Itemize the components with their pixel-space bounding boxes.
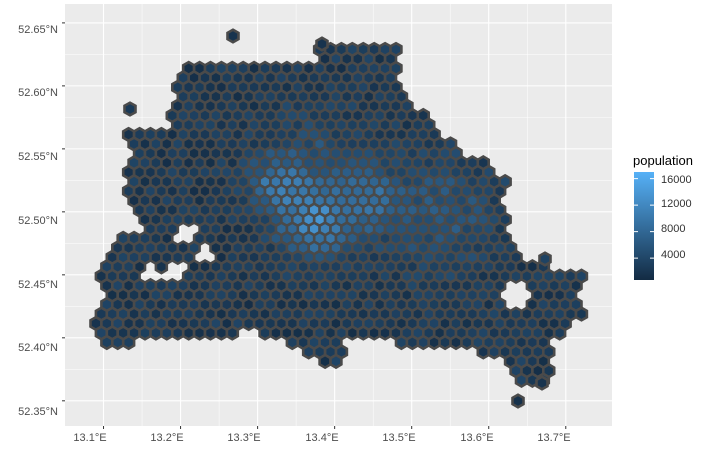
hex-cell — [226, 28, 240, 44]
hex-cell — [394, 334, 409, 351]
hex-cell — [154, 259, 169, 275]
hex-cell — [535, 375, 549, 391]
y-axis: 52.35°N 52.40°N 52.45°N 52.50°N 52.55°N … — [18, 24, 58, 418]
hex-cell — [449, 334, 463, 351]
x-tick-label: 13.2°E — [150, 432, 183, 444]
hex-cell — [285, 334, 300, 351]
hex-cell — [538, 251, 552, 267]
hex-cell — [511, 393, 525, 409]
hex-cell — [318, 353, 332, 370]
hex-cell — [181, 211, 196, 228]
y-tick-label: 52.40°N — [18, 342, 58, 354]
hex-cell — [378, 325, 392, 341]
legend-label: 4000 — [661, 249, 685, 261]
y-tick-label: 52.35°N — [18, 406, 58, 418]
legend-title: population — [633, 153, 693, 168]
legend: population 16000 12000 8000 4000 — [633, 153, 693, 280]
hex-cell — [315, 36, 329, 52]
hex-cell — [111, 334, 125, 351]
y-tick-label: 52.65°N — [18, 24, 58, 36]
hex-cell — [438, 334, 452, 351]
hex-cell — [367, 325, 381, 341]
hex-cell — [329, 353, 343, 370]
hex-cell — [138, 325, 152, 341]
hex-cell — [345, 325, 360, 341]
hex-cell — [160, 325, 174, 341]
y-tick-label: 52.60°N — [18, 87, 58, 99]
x-tick-label: 13.4°E — [305, 432, 338, 444]
hex-cell — [552, 325, 567, 341]
hex-cell — [487, 343, 502, 360]
x-tick-label: 13.3°E — [227, 432, 260, 444]
hex-cell — [269, 325, 283, 341]
hex-cell — [301, 343, 316, 360]
hex-cell — [241, 315, 256, 332]
x-tick-label: 13.7°E — [537, 432, 570, 444]
hex-cell — [149, 325, 163, 341]
hex-cell — [574, 306, 589, 322]
hex-cell — [509, 268, 523, 284]
legend-label: 16000 — [661, 174, 692, 186]
y-tick-label: 52.50°N — [18, 215, 58, 227]
y-tick-label: 52.45°N — [18, 279, 58, 291]
hex-cell — [258, 325, 272, 341]
hex-cell — [416, 334, 431, 351]
hex-cell — [514, 372, 529, 389]
x-tick-label: 13.5°E — [382, 432, 415, 444]
hex-cell — [192, 325, 207, 341]
hex-cell — [123, 101, 137, 117]
x-axis: 13.1°E 13.2°E 13.3°E 13.4°E 13.5°E 13.6°… — [73, 432, 570, 444]
legend-label: 8000 — [661, 223, 685, 235]
legend-ticks — [634, 178, 654, 259]
hex-cell — [100, 334, 114, 351]
hex-cell — [405, 334, 420, 351]
hex-cell — [121, 334, 136, 351]
hex-cell — [476, 343, 491, 360]
x-tick-label: 13.6°E — [460, 432, 493, 444]
x-tick-label: 13.1°E — [73, 432, 106, 444]
hex-cell — [225, 325, 240, 341]
hex-cell — [460, 334, 474, 351]
hex-cell — [427, 334, 441, 351]
hex-cell — [356, 325, 371, 341]
hex-cell — [203, 325, 218, 341]
hex-cell — [171, 249, 185, 266]
hex-cells — [89, 28, 589, 409]
hex-cell — [181, 325, 196, 341]
legend-colorbar — [634, 172, 654, 280]
y-tick-label: 52.55°N — [18, 151, 58, 163]
hex-cell — [214, 325, 229, 341]
hex-cell — [171, 325, 185, 341]
legend-label: 12000 — [661, 198, 692, 210]
